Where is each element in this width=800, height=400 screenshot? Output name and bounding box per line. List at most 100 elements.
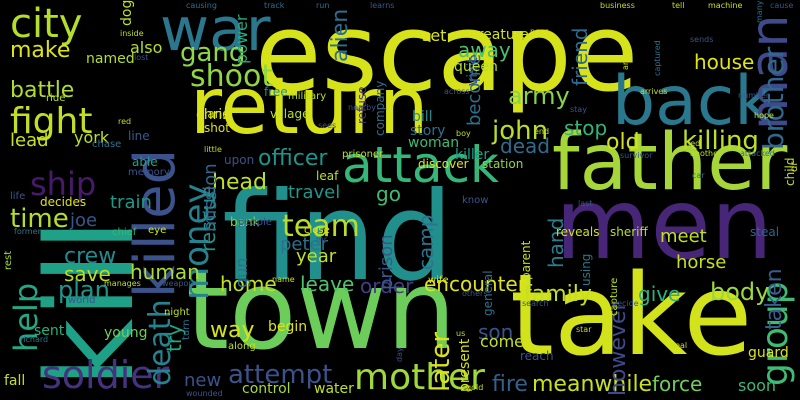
word-make: make bbox=[10, 38, 71, 63]
word-attempt: attempt bbox=[228, 360, 333, 390]
word-head: head bbox=[212, 170, 267, 195]
word-sees: sees bbox=[318, 121, 337, 130]
word-turn: turn bbox=[181, 319, 192, 340]
word-fall: fall bbox=[4, 373, 26, 389]
word-meanwhile: meanwhile bbox=[532, 372, 653, 397]
word-named: named bbox=[86, 51, 135, 67]
word-town: town bbox=[186, 246, 457, 374]
word-house: house bbox=[694, 50, 755, 74]
word-bill: bill bbox=[412, 109, 433, 125]
word-new: new bbox=[184, 370, 222, 391]
word-encounter: encounter bbox=[424, 272, 526, 296]
word-line: line bbox=[128, 129, 150, 143]
word-sends: sends bbox=[690, 35, 714, 44]
word-captured: captured bbox=[653, 40, 662, 76]
word-plan: plan bbox=[58, 276, 110, 304]
word-day: day bbox=[395, 347, 404, 362]
word-upon: upon bbox=[224, 153, 255, 167]
word-close: close bbox=[304, 225, 330, 236]
word-soldier: soldier bbox=[42, 353, 170, 397]
word-york: york bbox=[74, 128, 110, 147]
word-prisoner: prisoner bbox=[342, 149, 384, 160]
word-end: end bbox=[534, 127, 550, 136]
word-weapon: weapon bbox=[162, 279, 194, 288]
word-name: name bbox=[272, 275, 295, 284]
word-alien: alien bbox=[328, 8, 353, 62]
word-many: many bbox=[755, 0, 764, 23]
word-chris: chris bbox=[196, 107, 230, 123]
word-officer: officer bbox=[258, 146, 328, 171]
word-mr: mr bbox=[316, 235, 328, 244]
word-come: come bbox=[480, 332, 525, 351]
word-station: station bbox=[482, 157, 524, 171]
word-know: know bbox=[462, 195, 489, 206]
word-joe: joe bbox=[70, 210, 98, 231]
word-men: men bbox=[555, 168, 773, 282]
word-bank: bank bbox=[230, 215, 260, 229]
word-father: father bbox=[552, 118, 788, 208]
word-john: john bbox=[492, 116, 549, 146]
word-attacked: attacked bbox=[740, 149, 775, 158]
word-home: home bbox=[220, 272, 277, 296]
word-save: save bbox=[64, 262, 111, 286]
word-lost: lost bbox=[134, 53, 149, 62]
word-across: across bbox=[444, 87, 470, 96]
word-free: free bbox=[264, 85, 288, 99]
word-capture: capture bbox=[609, 277, 620, 316]
word-track: track bbox=[264, 1, 285, 10]
word-business: business bbox=[600, 1, 635, 10]
word-time: time bbox=[10, 204, 69, 234]
word-us: us bbox=[456, 329, 466, 338]
word-family: family bbox=[524, 282, 592, 307]
word-stop: stop bbox=[564, 116, 608, 140]
word-queen: queen bbox=[454, 59, 498, 75]
word-son: son bbox=[478, 320, 514, 344]
word-ride: ride bbox=[46, 93, 66, 104]
word-control: control bbox=[242, 381, 291, 397]
word-human: human bbox=[130, 260, 200, 284]
word-war: war bbox=[160, 0, 271, 65]
word-body: body bbox=[710, 278, 770, 306]
word-deal: deal bbox=[670, 341, 688, 350]
word-camp: camp bbox=[414, 214, 438, 270]
word-year: year bbox=[296, 246, 337, 267]
word-night: night bbox=[164, 307, 190, 318]
word-back: back bbox=[612, 62, 774, 141]
word-begin: begin bbox=[268, 319, 308, 335]
word-dog: dog bbox=[119, 0, 135, 27]
word-gold: gold bbox=[466, 383, 484, 392]
word-stay: stay bbox=[570, 105, 587, 114]
word-eye: eye bbox=[148, 225, 167, 236]
word-travel: travel bbox=[288, 182, 341, 203]
word-set: set bbox=[422, 26, 447, 45]
word-attack: attack bbox=[342, 136, 499, 194]
word-along: along bbox=[228, 341, 256, 352]
word-away: away bbox=[458, 38, 511, 62]
word-arrives: arrives bbox=[640, 87, 668, 96]
word-take: take bbox=[510, 251, 753, 381]
word-find: find bbox=[222, 166, 454, 308]
word-gun: gun bbox=[232, 257, 251, 288]
word-mother: mother bbox=[354, 357, 485, 398]
word-soon: soon bbox=[738, 376, 777, 395]
word-story: story bbox=[410, 123, 446, 139]
word-way: way bbox=[210, 318, 255, 343]
word-give: give bbox=[638, 282, 681, 306]
word-cause: cause bbox=[770, 1, 794, 10]
word-last: last bbox=[578, 199, 593, 208]
word-order: order bbox=[360, 274, 414, 298]
word-boy: boy bbox=[456, 129, 471, 138]
word-battle: battle bbox=[10, 78, 75, 103]
word-using: using bbox=[579, 253, 593, 286]
word-sheriff: sheriff bbox=[610, 225, 648, 239]
word-power: power bbox=[232, 14, 251, 64]
word-search: search bbox=[522, 299, 549, 308]
word-land: land bbox=[204, 107, 230, 121]
word-inside: inside bbox=[120, 29, 144, 38]
word-another: another bbox=[690, 149, 722, 158]
word-escape: escape bbox=[255, 0, 639, 116]
word-decide: decide bbox=[612, 299, 639, 308]
word-train: train bbox=[110, 192, 152, 213]
word-dead: dead bbox=[500, 134, 550, 158]
